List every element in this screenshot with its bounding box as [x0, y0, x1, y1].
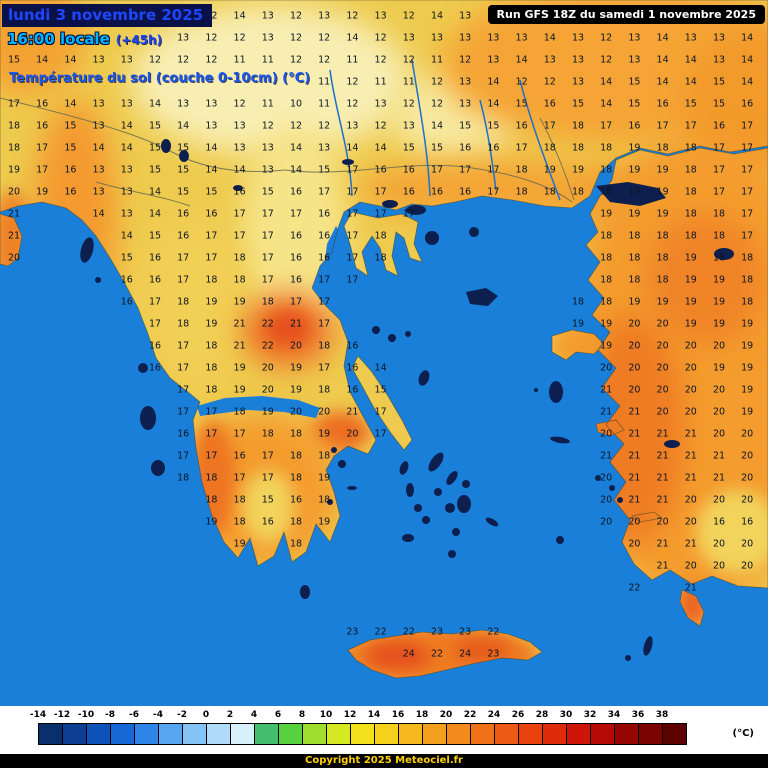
legend-tick: 12	[343, 710, 357, 720]
legend-swatch	[543, 724, 567, 744]
legend-swatch	[327, 724, 351, 744]
legend-tick-labels: -14 -12 -10 -8 -6 -4 -2 0 2 4 6 8 10 12 14 16 18 20 22 24 26…	[26, 710, 674, 720]
legend-swatch	[135, 724, 159, 744]
legend-tick: -2	[177, 710, 187, 720]
legend-swatch	[591, 724, 615, 744]
legend-tick: 26	[511, 710, 525, 720]
copyright-bar: Copyright 2025 Meteociel.fr	[0, 754, 768, 768]
legend-swatch	[303, 724, 327, 744]
legend-tick: -8	[105, 710, 115, 720]
legend-tick: 30	[559, 710, 573, 720]
legend-swatch	[231, 724, 255, 744]
legend-swatch	[255, 724, 279, 744]
time-text: 16:00 locale	[7, 30, 110, 48]
legend-swatch	[423, 724, 447, 744]
legend-tick: 22	[463, 710, 477, 720]
legend-unit: (°C)	[732, 728, 754, 739]
legend-swatch	[111, 724, 135, 744]
legend-swatch	[279, 724, 303, 744]
legend-tick: 20	[439, 710, 453, 720]
legend-swatch	[375, 724, 399, 744]
gulf-of-corinth	[197, 396, 320, 418]
legend-tick: -12	[53, 710, 71, 720]
legend-tick: 18	[415, 710, 429, 720]
legend-tick: 2	[226, 710, 234, 720]
color-scale-legend: -14 -12 -10 -8 -6 -4 -2 0 2 4 6 8 10 12 14 16 18 20 22 24 26…	[0, 706, 768, 754]
thermaic-gulf	[324, 226, 346, 288]
legend-tick: -4	[153, 710, 163, 720]
legend-tick: -10	[77, 710, 95, 720]
legend-swatch	[159, 724, 183, 744]
islands-and-lakes	[80, 139, 734, 661]
sea-of-marmara	[596, 182, 666, 206]
legend-tick: 24	[487, 710, 501, 720]
legend-tick: 36	[631, 710, 645, 720]
legend-tick: 34	[607, 710, 621, 720]
legend-swatch	[87, 724, 111, 744]
corfu-island	[80, 237, 94, 263]
map-canvas	[0, 0, 768, 706]
date-banner: lundi 3 novembre 2025	[2, 4, 213, 27]
legend-tick: 4	[250, 710, 258, 720]
legend-swatch	[63, 724, 87, 744]
rivers	[329, 59, 561, 201]
local-time-label: 16:00 locale (+45h)	[7, 30, 162, 48]
lemnos-island	[466, 288, 498, 306]
sea-gulfs	[197, 226, 349, 477]
legend-tick: 6	[274, 710, 282, 720]
legend-swatch	[39, 724, 63, 744]
model-run-info: Run GFS 18Z du samedi 1 novembre 2025	[487, 5, 765, 24]
legend-tick: -14	[29, 710, 47, 720]
legend-tick: 38	[655, 710, 669, 720]
legend-tick: 28	[535, 710, 549, 720]
legend-swatch	[567, 724, 591, 744]
legend-color-swatches	[38, 723, 687, 745]
variable-label: Température du sol (couche 0-10cm) (°C)	[9, 71, 311, 86]
legend-tick: 32	[583, 710, 597, 720]
forecast-offset: (+45h)	[115, 33, 163, 47]
legend-swatch	[663, 724, 686, 744]
legend-tick: 14	[367, 710, 381, 720]
legend-tick: 8	[298, 710, 306, 720]
legend-tick: 0	[202, 710, 210, 720]
legend-tick: -6	[129, 710, 139, 720]
legend-swatch	[471, 724, 495, 744]
legend-swatch	[519, 724, 543, 744]
legend-swatch	[615, 724, 639, 744]
legend-tick: 10	[319, 710, 333, 720]
legend-tick: 16	[391, 710, 405, 720]
legend-swatch	[183, 724, 207, 744]
legend-swatch	[639, 724, 663, 744]
legend-swatch	[447, 724, 471, 744]
legend-swatch	[495, 724, 519, 744]
legend-swatch	[399, 724, 423, 744]
legend-swatch	[207, 724, 231, 744]
legend-swatch	[351, 724, 375, 744]
